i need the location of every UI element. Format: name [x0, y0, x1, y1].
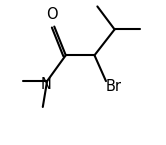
Text: O: O	[46, 7, 58, 21]
Text: Br: Br	[105, 79, 121, 94]
Text: N: N	[41, 77, 52, 92]
